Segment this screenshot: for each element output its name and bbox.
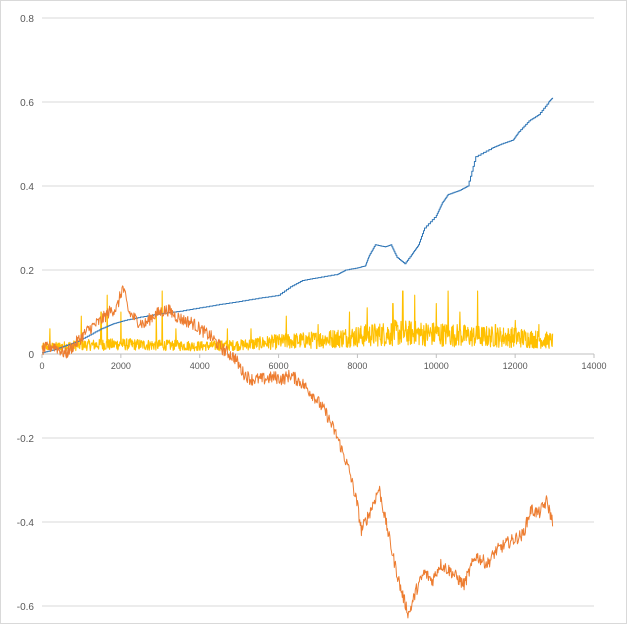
series-line-2 (41, 290, 554, 352)
gridlines (42, 17, 594, 607)
y-tick-label: 0 (28, 350, 34, 361)
x-tick-label: 0 (39, 361, 44, 371)
y-tick-label: 0.2 (20, 266, 34, 277)
y-tick-label: 0.4 (20, 182, 34, 193)
series-group (41, 97, 554, 619)
x-tick-labels: 0 2000 4000 6000 8000 10000 12000 14000 (39, 361, 606, 371)
y-tick-label: -0.4 (17, 518, 35, 529)
x-axis (41, 353, 595, 358)
x-tick-label: 6000 (269, 361, 289, 371)
series-line-0 (42, 97, 554, 354)
y-tick-label: 0.8 (20, 14, 34, 25)
y-tick-labels: 0.8 0.6 0.4 0.2 0 -0.2 -0.4 -0.6 (17, 14, 35, 613)
y-tick-label: -0.2 (17, 434, 35, 445)
x-tick-label: 12000 (503, 361, 528, 371)
x-tick-label: 10000 (424, 361, 449, 371)
y-tick-label: -0.6 (17, 602, 35, 613)
y-tick-label: 0.6 (20, 98, 34, 109)
x-tick-label: 14000 (581, 361, 606, 371)
x-tick-label: 8000 (347, 361, 367, 371)
x-tick-label: 4000 (190, 361, 210, 371)
x-tick-label: 2000 (111, 361, 131, 371)
series-line-1 (41, 285, 554, 619)
